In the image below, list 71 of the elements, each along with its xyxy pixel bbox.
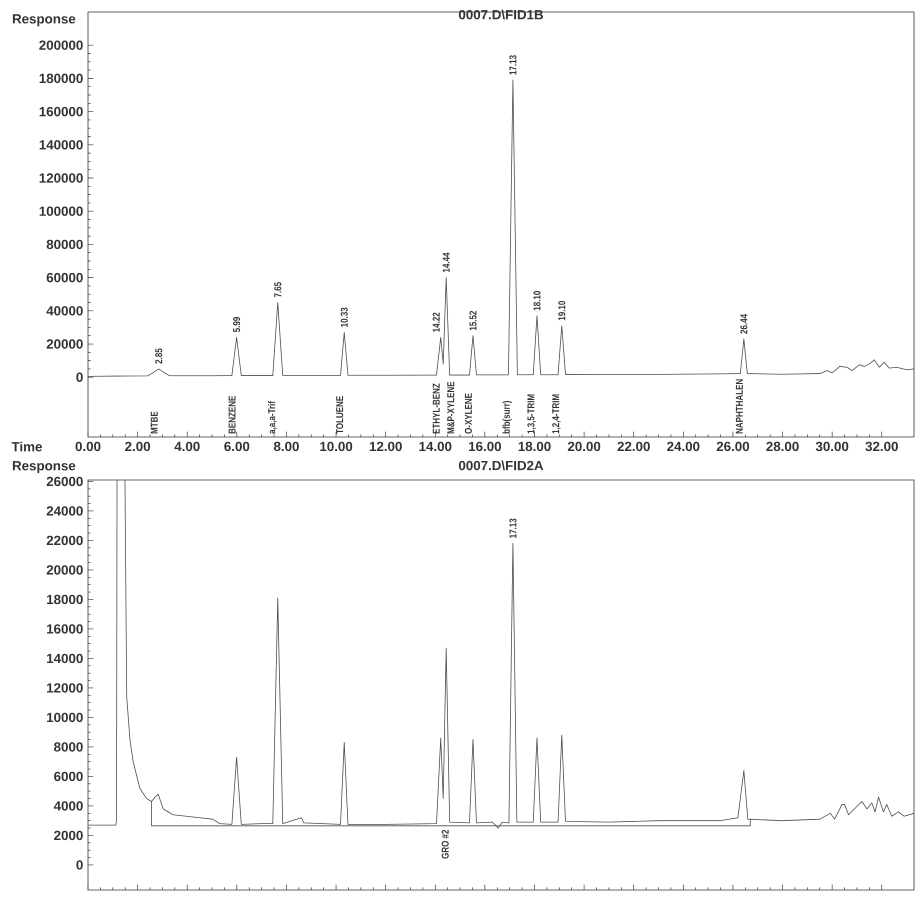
y-tick-label: 120000 [40, 173, 83, 183]
y-tick-label: 18000 [47, 594, 83, 604]
chart-title: 0007.D\FID1B [458, 10, 544, 20]
x-tick-label: 26.00 [716, 442, 750, 452]
x-tick-label: 0.00 [76, 442, 100, 452]
annotation: bfb(surr) [502, 401, 512, 434]
x-tick-label: 24.00 [667, 442, 700, 452]
y-tick-label: 20000 [46, 565, 83, 575]
annotation: GRO #2 [442, 830, 449, 859]
y-axis-title: Response [12, 14, 76, 26]
y-tick-label: 14000 [47, 654, 83, 664]
y-tick-label: 140000 [40, 140, 83, 150]
annotation: 1,3,5-TRIM [527, 394, 536, 434]
x-tick-label: 2.00 [125, 442, 150, 452]
y-tick-label: 0 [76, 860, 83, 870]
annotation: 19.10 [558, 301, 566, 320]
y-tick-label: 20000 [46, 339, 83, 349]
y-tick-label: 12000 [47, 683, 83, 693]
annotation: MTBE [150, 412, 158, 434]
chart-title: 0007.D\FID2A [458, 460, 544, 470]
annotation: 17.13 [509, 55, 516, 74]
y-tick-label: 60000 [46, 272, 83, 282]
annotation: M&P-XYLENE [447, 382, 454, 434]
annotation: 10.33 [340, 308, 348, 327]
x-tick-label: 28.00 [766, 442, 799, 452]
annotation: 15.52 [469, 310, 477, 330]
x-tick-label: 30.00 [816, 442, 848, 452]
y-tick-label: 22000 [46, 536, 83, 546]
annotation: ETHYL-BENZ [432, 383, 440, 434]
x-tick-label: 6.00 [224, 442, 250, 452]
y-tick-label: 80000 [46, 240, 83, 250]
y-tick-label: 16000 [47, 624, 83, 634]
x-tick-label: 8.00 [274, 442, 299, 452]
y-tick-label: 6000 [54, 772, 83, 782]
y-tick-label: 26000 [46, 476, 83, 486]
annotation: 7.65 [274, 282, 282, 298]
annotation: 14.22 [432, 312, 440, 332]
annotation: 26.44 [740, 314, 748, 334]
x-tick-label: 10.00 [320, 442, 352, 452]
y-tick-label: 4000 [54, 801, 83, 811]
x-tick-label: 16.00 [469, 442, 502, 452]
y-tick-label: 10000 [47, 712, 83, 722]
annotation: BENZENE [228, 396, 236, 434]
y-axis-title: Response [12, 461, 76, 474]
x-tick-label: 14.00 [419, 442, 452, 452]
y-tick-label: 100000 [40, 206, 83, 216]
annotation: 5.99 [233, 317, 240, 332]
annotation: TOLUENE [336, 396, 344, 434]
y-tick-label: 160000 [40, 106, 83, 116]
annotation: 17.13 [509, 518, 516, 538]
x-tick-label: 12.00 [370, 442, 402, 452]
annotation: 2.85 [155, 348, 162, 364]
y-tick-label: 8000 [54, 742, 83, 752]
x-axis-title: Time [12, 442, 42, 452]
x-tick-label: 20.00 [568, 442, 600, 452]
annotation: 1,2,4-TRIM [552, 394, 561, 434]
y-tick-label: 24000 [46, 506, 83, 516]
y-tick-label: 200000 [39, 40, 83, 50]
annotation: 18.10 [533, 291, 541, 310]
y-tick-label: 2000 [54, 830, 83, 840]
y-tick-label: 180000 [40, 74, 83, 84]
x-tick-label: 32.00 [865, 442, 898, 452]
annotation: 14.44 [442, 252, 450, 272]
y-tick-label: 0 [76, 372, 83, 382]
x-tick-label: 22.00 [617, 442, 650, 452]
x-tick-label: 18.00 [518, 442, 551, 452]
annotation: a,a,a-Trif [268, 401, 277, 434]
annotation: O-XYLENE [464, 393, 472, 434]
y-tick-label: 40000 [46, 306, 83, 316]
x-tick-label: 4.00 [174, 442, 200, 452]
annotation: NAPHTHALEN [736, 379, 743, 434]
